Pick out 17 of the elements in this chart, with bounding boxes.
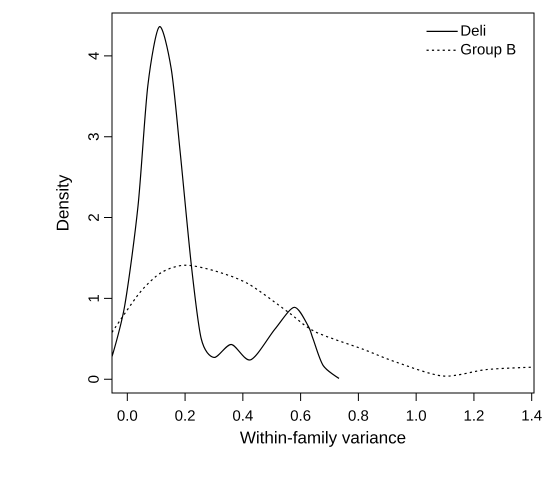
- y-tick-label: 1: [88, 294, 99, 302]
- x-tick-label: 0.4: [233, 410, 253, 421]
- x-tick-label: 1.0: [406, 410, 426, 421]
- legend-label: Group B: [461, 44, 516, 58]
- y-tick-label: 2: [88, 214, 99, 221]
- y-tick-label: 3: [88, 133, 99, 140]
- x-tick-label: 0.8: [348, 410, 368, 421]
- legend-label: Deli: [462, 24, 486, 36]
- x-tick-label: 1.4: [522, 410, 542, 421]
- x-tick-label: 0.0: [117, 410, 138, 421]
- x-tick-label: 0.6: [290, 410, 310, 421]
- x-tick-label: 1.2: [464, 410, 484, 421]
- x-tick-label: 0.2: [175, 410, 195, 421]
- y-axis-title: Density: [56, 174, 72, 230]
- x-axis-title: Within-family variance: [240, 431, 406, 447]
- y-tick-label: 0: [88, 376, 99, 383]
- y-tick-label: 4: [88, 52, 99, 60]
